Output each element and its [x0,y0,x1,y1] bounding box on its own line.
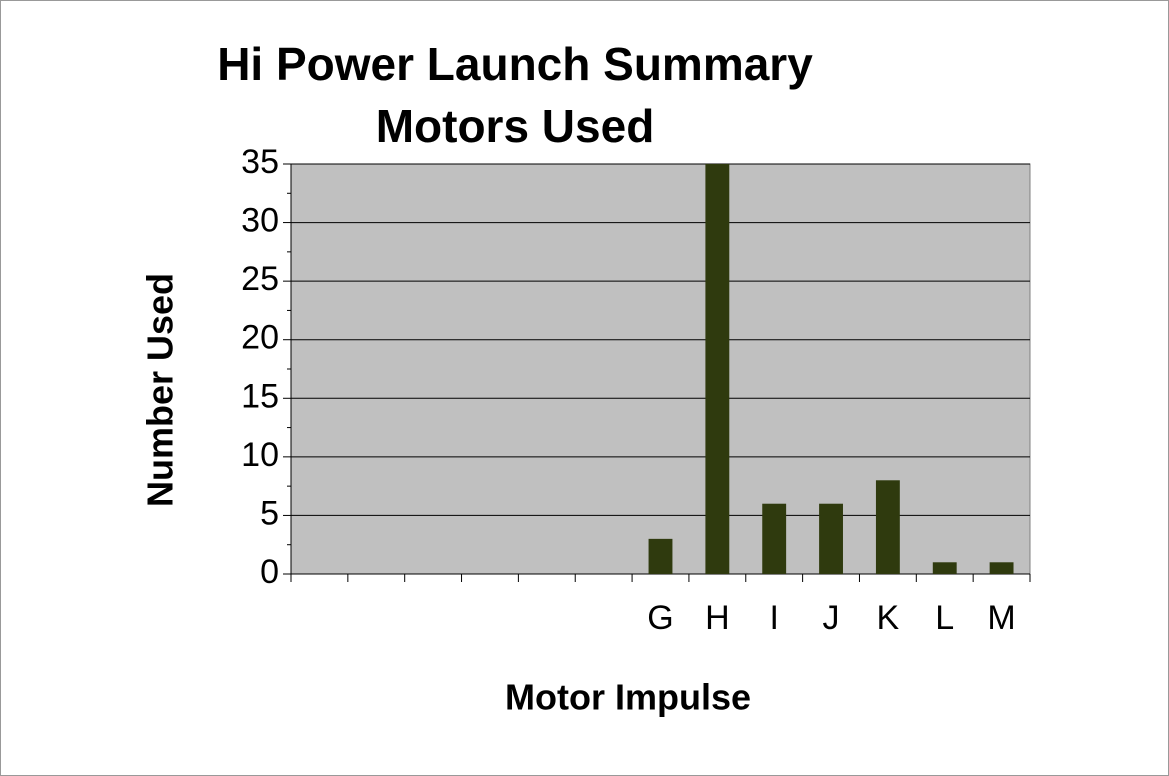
bar [819,503,843,574]
y-tick-label: 30 [241,202,279,240]
y-tick-label: 25 [241,260,279,298]
y-tick-label: 20 [241,319,279,357]
plot-area [290,163,1031,575]
x-tick-label: H [705,599,730,637]
x-tick-label: G [647,599,673,637]
bar [989,562,1014,574]
bar [932,562,957,574]
y-tick-label: 10 [241,436,279,474]
x-tick-label: L [935,599,954,637]
chart-title: Hi Power Launch Summary [217,38,813,90]
x-tick-label: M [987,599,1015,637]
bar [705,164,730,574]
y-axis-label: Number Used [140,273,181,507]
x-tick-label: J [823,599,840,637]
x-tick-label: K [877,599,900,637]
bar [875,480,900,574]
y-tick-label: 35 [241,143,279,181]
x-tick-label: I [769,599,778,637]
y-tick-label: 5 [260,494,279,532]
y-tick-label: 0 [260,553,279,591]
x-axis-label: Motor Impulse [505,677,751,718]
chart-subtitle: Motors Used [376,100,655,152]
bar [648,538,673,574]
bar [762,503,787,574]
y-tick-label: 15 [241,377,279,415]
